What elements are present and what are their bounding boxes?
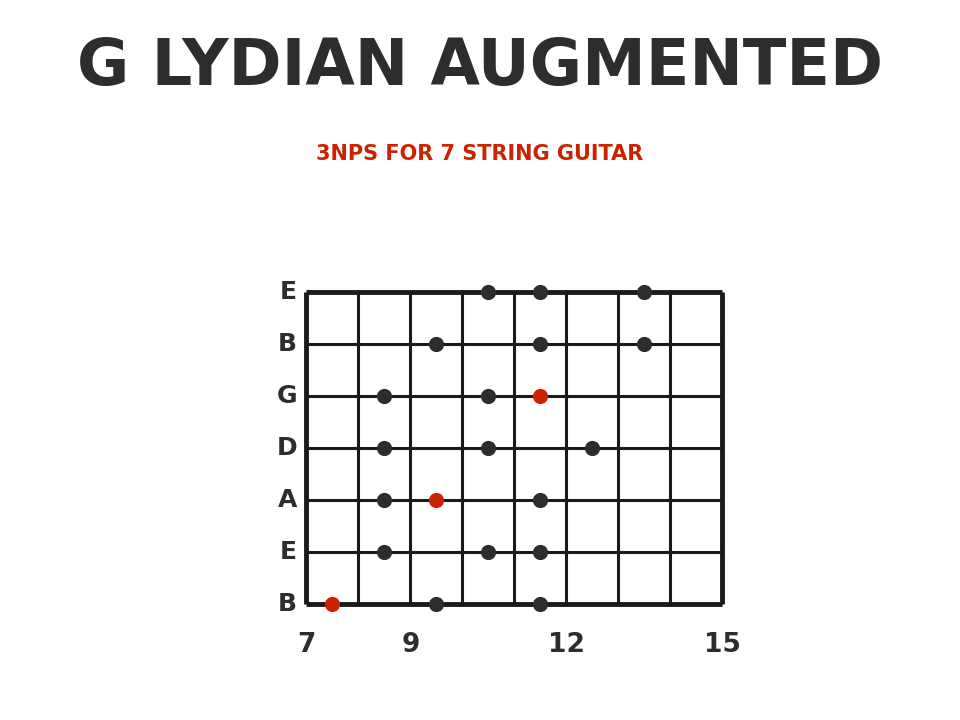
Text: D: D xyxy=(276,436,297,460)
Point xyxy=(585,442,600,454)
Text: 9: 9 xyxy=(401,632,420,658)
Point xyxy=(533,546,548,557)
Text: G LYDIAN AUGMENTED: G LYDIAN AUGMENTED xyxy=(77,36,883,98)
Text: 15: 15 xyxy=(704,632,741,658)
Text: 3NPS FOR 7 STRING GUITAR: 3NPS FOR 7 STRING GUITAR xyxy=(317,144,643,164)
Point xyxy=(481,442,496,454)
Point xyxy=(376,546,392,557)
Point xyxy=(324,598,340,610)
Point xyxy=(429,338,444,350)
Point xyxy=(481,286,496,297)
Point xyxy=(376,390,392,402)
Text: E: E xyxy=(280,280,297,304)
Point xyxy=(533,286,548,297)
Point xyxy=(481,390,496,402)
Point xyxy=(636,286,652,297)
Point xyxy=(533,390,548,402)
Text: B: B xyxy=(278,592,297,616)
Point xyxy=(481,546,496,557)
Text: 12: 12 xyxy=(548,632,585,658)
Point xyxy=(533,598,548,610)
Point xyxy=(429,598,444,610)
Text: B: B xyxy=(278,332,297,356)
Text: A: A xyxy=(277,488,297,512)
Text: G: G xyxy=(276,384,297,408)
Point xyxy=(376,494,392,505)
Point xyxy=(636,338,652,350)
Point xyxy=(429,494,444,505)
Text: 7: 7 xyxy=(298,632,316,658)
Text: E: E xyxy=(280,540,297,564)
Point xyxy=(533,494,548,505)
Point xyxy=(376,442,392,454)
Point xyxy=(533,338,548,350)
